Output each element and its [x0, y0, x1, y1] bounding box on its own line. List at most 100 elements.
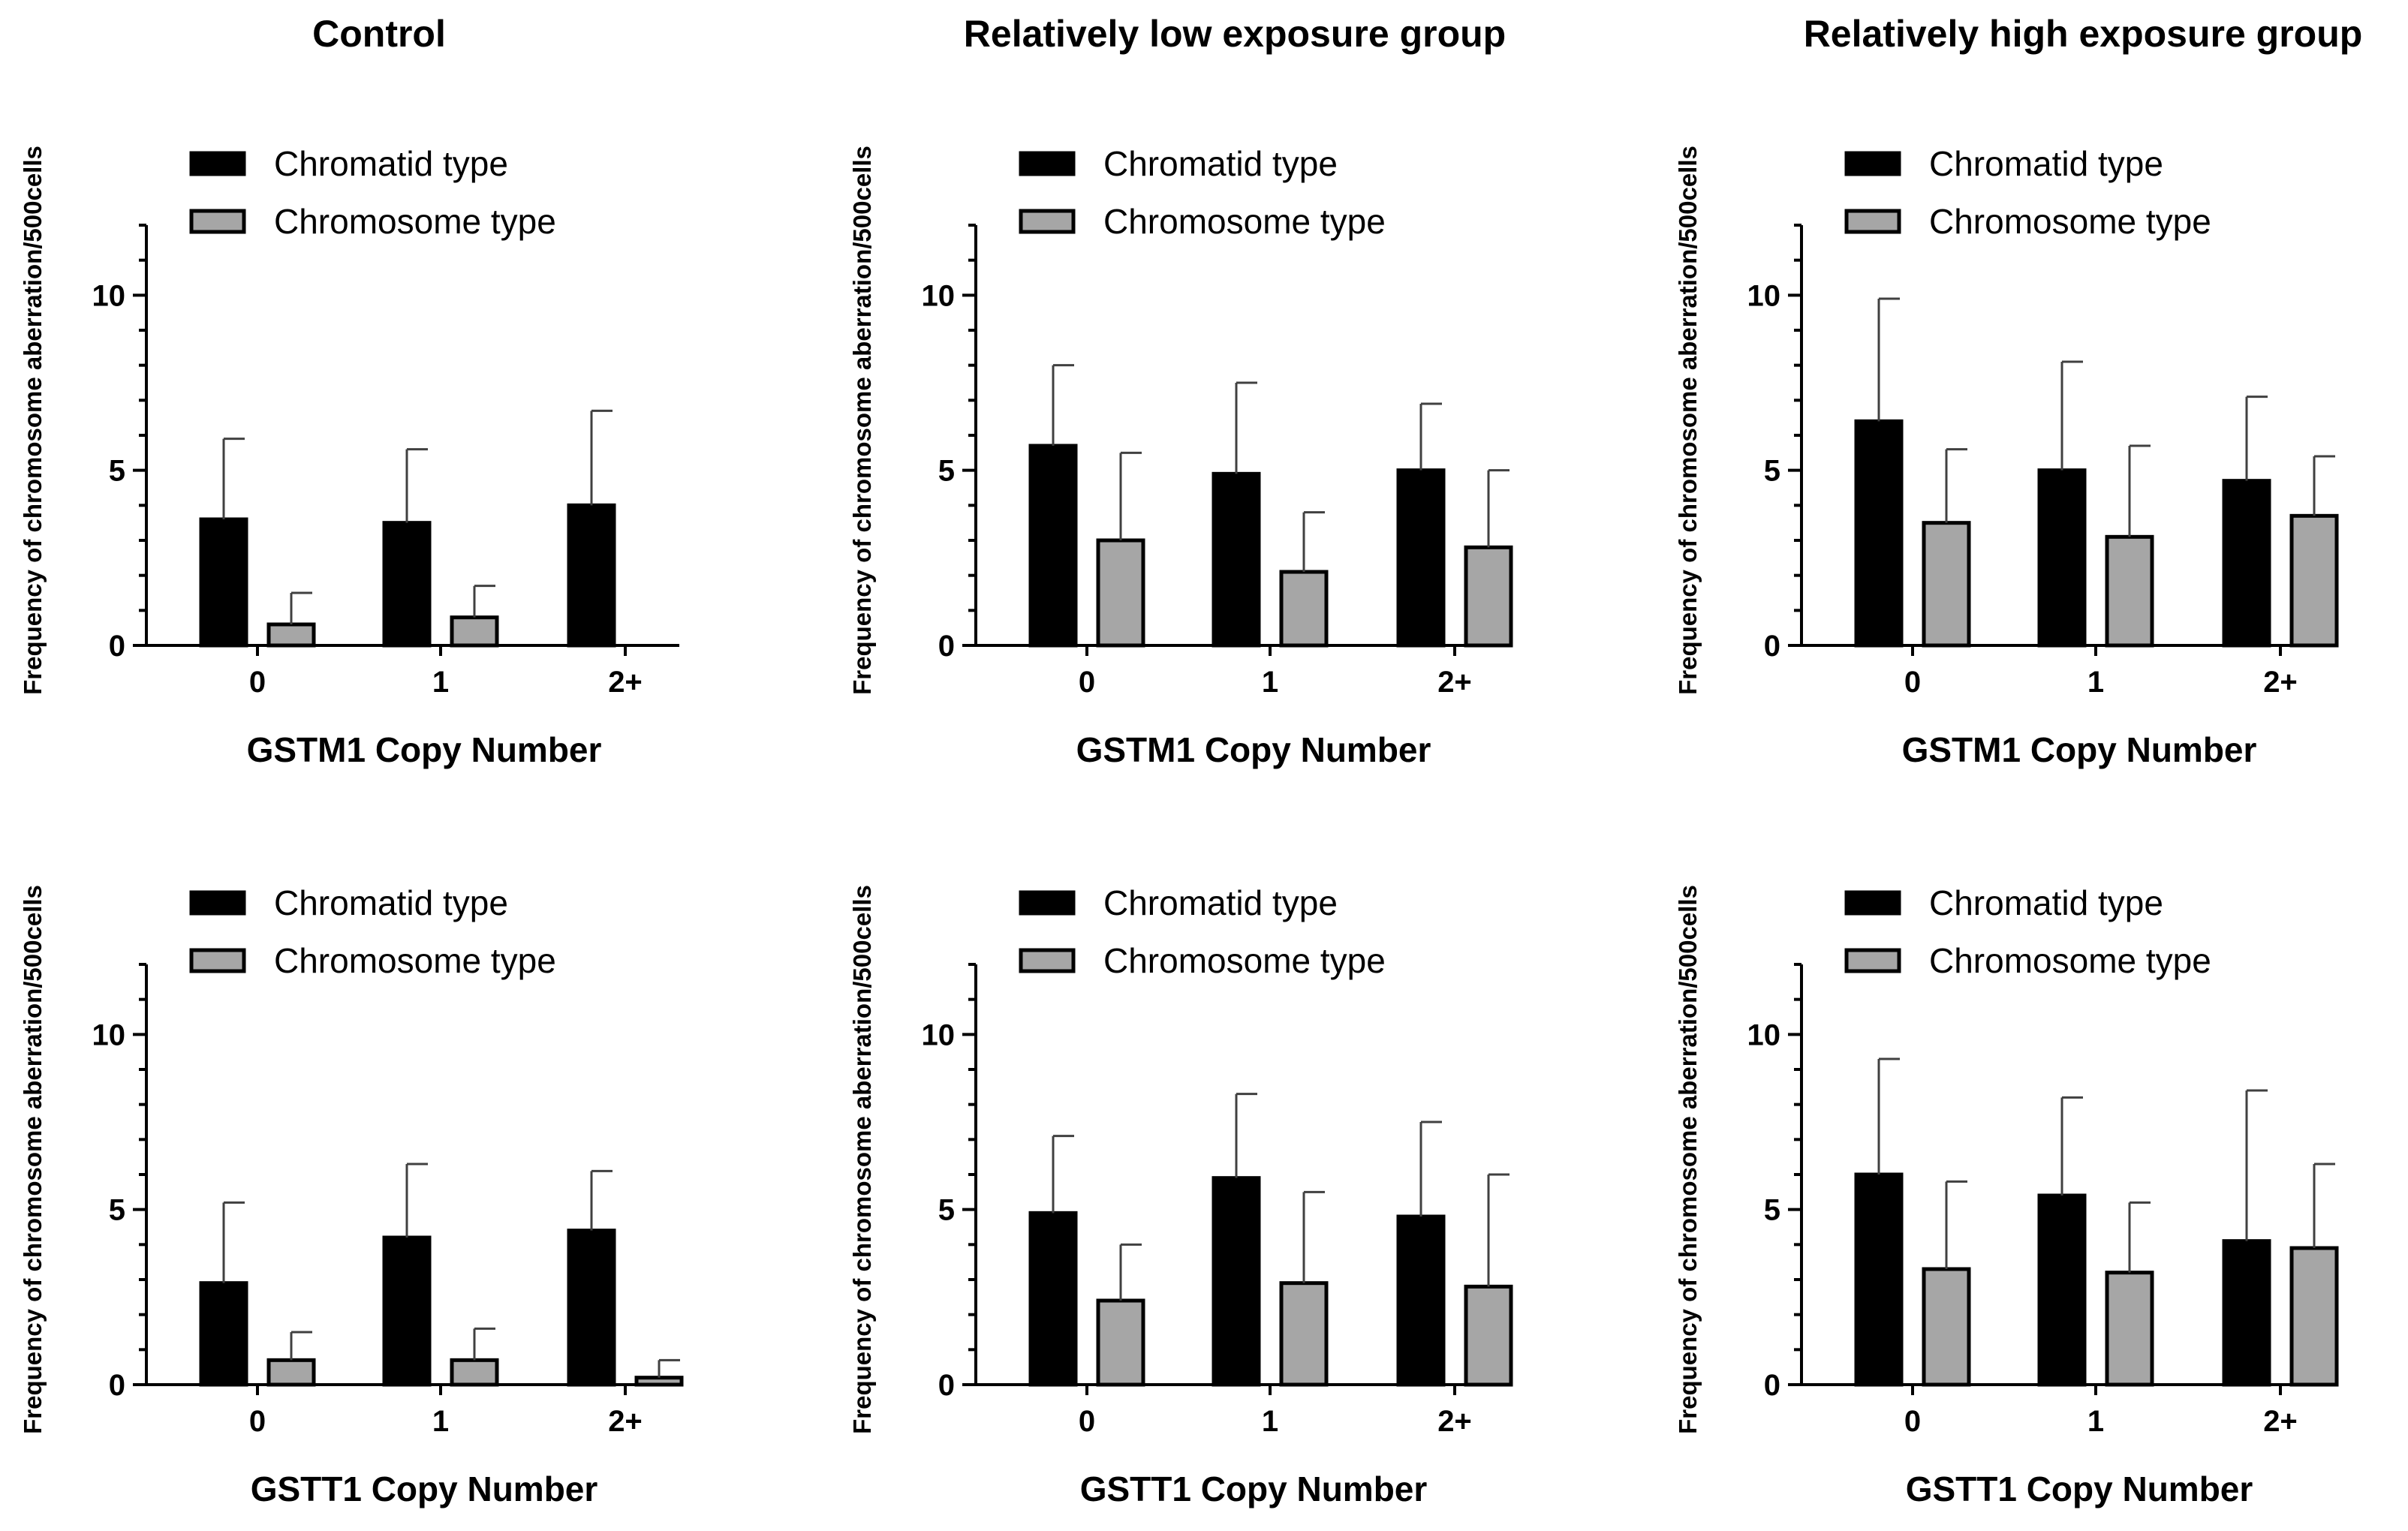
bar-chromatid-1 [1212, 471, 1261, 648]
bar-chromosome-2 [1464, 545, 1513, 648]
bar-chromosome-0 [1922, 1267, 1971, 1387]
chart-panel-gstm1-2: 0 5 10 0 1 2+ Chromatid type Chromosome type GST… [1674, 144, 2339, 769]
bar-chromosome-0 [1096, 538, 1145, 648]
bar-chromatid-2 [567, 1229, 616, 1387]
y-tick-label: 0 [938, 630, 955, 663]
bar-chromatid-2 [567, 503, 616, 648]
x-axis-label: GSTT1 Copy Number [251, 1469, 598, 1508]
bar-chromatid-0 [1854, 1172, 1904, 1387]
x-tick-label: 0 [249, 1405, 266, 1438]
chart-panel-gstt1-1: 0 5 10 0 1 2+ Chromatid type Chromosome type GST… [848, 883, 1513, 1508]
legend-swatch-chromatid [1844, 151, 1901, 176]
y-tick-label: 5 [109, 1194, 125, 1227]
column-title-control: Control [312, 13, 446, 55]
legend-swatch-chromosome [189, 948, 246, 973]
legend-swatch-chromosome [1844, 209, 1901, 234]
x-tick-label: 2+ [1437, 1405, 1472, 1438]
x-axis-label: GSTM1 Copy Number [1902, 730, 2257, 769]
legend-swatch-chromosome [1019, 209, 1076, 234]
x-tick-label: 2+ [608, 666, 643, 699]
y-tick-label: 10 [922, 1018, 956, 1051]
bar-chromatid-1 [1212, 1176, 1261, 1387]
y-tick-label: 0 [109, 630, 125, 663]
legend-swatch-chromatid [189, 151, 246, 176]
x-tick-label: 2+ [1437, 666, 1472, 699]
bar-chromatid-0 [1028, 444, 1078, 648]
legend-label-chromosome: Chromosome type [274, 941, 556, 980]
bar-chromosome-1 [1279, 570, 1329, 648]
x-axis-label: GSTM1 Copy Number [1076, 730, 1431, 769]
chart-panel-gstt1-2: 0 5 10 0 1 2+ Chromatid type Chromosome type GST… [1674, 883, 2339, 1508]
bar-chromosome-0 [266, 622, 316, 648]
legend-swatch-chromosome [189, 209, 246, 234]
y-tick-label: 0 [1764, 630, 1780, 663]
x-tick-label: 1 [432, 1405, 449, 1438]
legend-label-chromosome: Chromosome type [1929, 202, 2211, 241]
x-axis-label: GSTT1 Copy Number [1906, 1469, 2253, 1508]
chart-panel-gstt1-0: 0 5 10 0 1 2+ Chromatid type Chromosome type GST… [19, 883, 684, 1508]
x-tick-label: 0 [1079, 1405, 1095, 1438]
x-tick-label: 1 [1262, 1405, 1278, 1438]
x-tick-label: 0 [1904, 1405, 1921, 1438]
legend-swatch-chromatid [1019, 890, 1076, 916]
x-axis-label: GSTM1 Copy Number [247, 730, 602, 769]
legend-swatch-chromatid [1019, 151, 1076, 176]
y-tick-label: 0 [109, 1369, 125, 1402]
bar-chromatid-1 [2037, 468, 2087, 648]
column-title-high-exposure: Relatively high exposure group [1804, 13, 2363, 55]
bar-chromosome-2 [2289, 1246, 2339, 1387]
bar-chromosome-0 [266, 1358, 316, 1387]
chart-panel-gstm1-0: 0 5 10 0 1 2+ Chromatid type Chromosome type GST… [19, 144, 679, 769]
bar-chromosome-1 [2105, 534, 2154, 648]
y-tick-label: 5 [1764, 455, 1780, 488]
legend-label-chromatid: Chromatid type [274, 883, 508, 922]
y-axis-label: Frequency of chromosome aberration/500ce… [1674, 146, 1702, 695]
x-tick-label: 1 [2087, 1405, 2104, 1438]
legend-label-chromosome: Chromosome type [1103, 941, 1386, 980]
column-title-low-exposure: Relatively low exposure group [964, 13, 1506, 55]
x-axis-label: GSTT1 Copy Number [1080, 1469, 1428, 1508]
x-tick-label: 0 [249, 666, 266, 699]
y-tick-label: 10 [1747, 1018, 1781, 1051]
legend-label-chromatid: Chromatid type [1929, 883, 2163, 922]
legend-label-chromatid: Chromatid type [1103, 883, 1338, 922]
y-tick-label: 5 [1764, 1194, 1780, 1227]
x-tick-label: 1 [432, 666, 449, 699]
bar-chromosome-0 [1096, 1298, 1145, 1387]
x-tick-label: 2+ [608, 1405, 643, 1438]
legend-label-chromatid: Chromatid type [1103, 144, 1338, 183]
bar-chromatid-2 [1396, 468, 1446, 648]
bar-chromatid-1 [382, 521, 432, 648]
x-tick-label: 0 [1079, 666, 1095, 699]
y-axis-label: Frequency of chromosome aberration/500ce… [848, 885, 876, 1434]
x-tick-label: 1 [1262, 666, 1278, 699]
bar-chromatid-0 [1854, 419, 1904, 648]
y-tick-label: 0 [938, 1369, 955, 1402]
y-tick-label: 10 [1747, 279, 1781, 312]
y-tick-label: 5 [109, 455, 125, 488]
y-axis-label: Frequency of chromosome aberration/500ce… [1674, 885, 1702, 1434]
bar-chromatid-2 [1396, 1214, 1446, 1387]
bar-chromatid-1 [382, 1235, 432, 1387]
bar-chromatid-2 [2222, 479, 2271, 648]
x-tick-label: 2+ [2263, 1405, 2298, 1438]
y-tick-label: 5 [938, 1194, 955, 1227]
y-tick-label: 10 [922, 279, 956, 312]
legend-label-chromosome: Chromosome type [1929, 941, 2211, 980]
bar-chromatid-0 [199, 517, 248, 648]
bar-chromosome-1 [450, 615, 499, 648]
bar-chromosome-1 [450, 1358, 499, 1387]
bar-chromosome-2 [634, 1376, 684, 1387]
y-tick-label: 5 [938, 455, 955, 488]
bar-chromatid-0 [199, 1281, 248, 1387]
legend-swatch-chromosome [1844, 948, 1901, 973]
legend-label-chromosome: Chromosome type [274, 202, 556, 241]
chart-panel-gstm1-1: 0 5 10 0 1 2+ Chromatid type Chromosome type GST… [848, 144, 1513, 769]
y-tick-label: 10 [92, 279, 126, 312]
y-axis-label: Frequency of chromosome aberration/500ce… [19, 146, 47, 695]
legend-label-chromatid: Chromatid type [1929, 144, 2163, 183]
y-axis-label: Frequency of chromosome aberration/500ce… [19, 885, 47, 1434]
y-tick-label: 10 [92, 1018, 126, 1051]
y-tick-label: 0 [1764, 1369, 1780, 1402]
